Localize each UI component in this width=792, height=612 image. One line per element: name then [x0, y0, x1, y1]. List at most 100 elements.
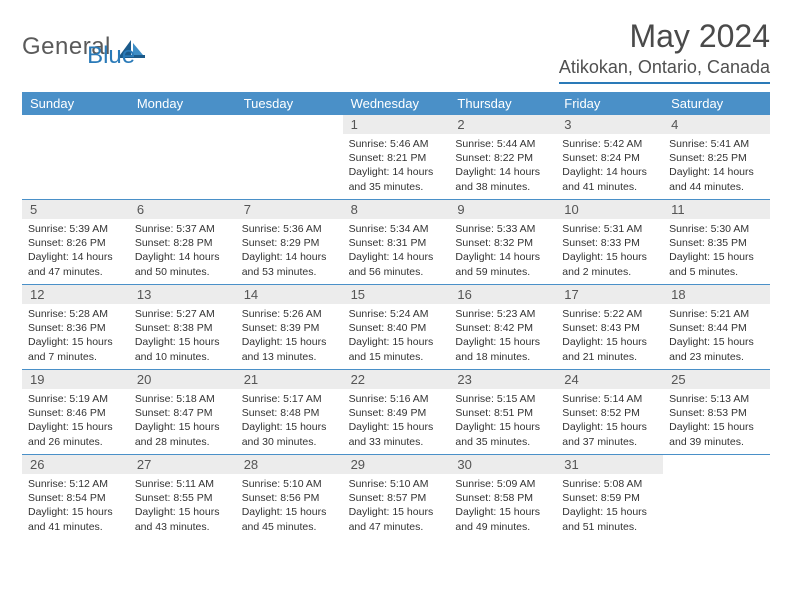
sunrise-text: Sunrise: 5:44 AM	[455, 137, 550, 151]
day-number: 1	[343, 115, 450, 134]
day-content: Sunrise: 5:41 AMSunset: 8:25 PMDaylight:…	[663, 134, 770, 197]
weekday-header: Monday	[129, 92, 236, 115]
day-cell: 22Sunrise: 5:16 AMSunset: 8:49 PMDayligh…	[343, 370, 450, 454]
day-content: Sunrise: 5:12 AMSunset: 8:54 PMDaylight:…	[22, 474, 129, 537]
day-number: 21	[236, 370, 343, 389]
day-content: Sunrise: 5:10 AMSunset: 8:56 PMDaylight:…	[236, 474, 343, 537]
sunset-text: Sunset: 8:31 PM	[349, 236, 444, 250]
day-content: Sunrise: 5:36 AMSunset: 8:29 PMDaylight:…	[236, 219, 343, 282]
sunrise-text: Sunrise: 5:41 AM	[669, 137, 764, 151]
weekday-header: Saturday	[663, 92, 770, 115]
sunset-text: Sunset: 8:33 PM	[562, 236, 657, 250]
day-cell	[236, 115, 343, 199]
daylight-text: Daylight: 15 hours and 33 minutes.	[349, 420, 444, 448]
sunset-text: Sunset: 8:43 PM	[562, 321, 657, 335]
daylight-text: Daylight: 14 hours and 56 minutes.	[349, 250, 444, 278]
daylight-text: Daylight: 14 hours and 44 minutes.	[669, 165, 764, 193]
sunrise-text: Sunrise: 5:16 AM	[349, 392, 444, 406]
day-number: 30	[449, 455, 556, 474]
day-number: 10	[556, 200, 663, 219]
sunset-text: Sunset: 8:38 PM	[135, 321, 230, 335]
daylight-text: Daylight: 15 hours and 18 minutes.	[455, 335, 550, 363]
daylight-text: Daylight: 15 hours and 13 minutes.	[242, 335, 337, 363]
day-cell: 28Sunrise: 5:10 AMSunset: 8:56 PMDayligh…	[236, 455, 343, 539]
day-content: Sunrise: 5:31 AMSunset: 8:33 PMDaylight:…	[556, 219, 663, 282]
weekday-header: Friday	[556, 92, 663, 115]
weekday-header: Wednesday	[343, 92, 450, 115]
location-subtitle: Atikokan, Ontario, Canada	[559, 57, 770, 84]
sunset-text: Sunset: 8:59 PM	[562, 491, 657, 505]
sunrise-text: Sunrise: 5:27 AM	[135, 307, 230, 321]
daylight-text: Daylight: 15 hours and 47 minutes.	[349, 505, 444, 533]
day-cell: 25Sunrise: 5:13 AMSunset: 8:53 PMDayligh…	[663, 370, 770, 454]
day-content: Sunrise: 5:23 AMSunset: 8:42 PMDaylight:…	[449, 304, 556, 367]
sunrise-text: Sunrise: 5:14 AM	[562, 392, 657, 406]
week-row: 19Sunrise: 5:19 AMSunset: 8:46 PMDayligh…	[22, 369, 770, 454]
sunrise-text: Sunrise: 5:10 AM	[242, 477, 337, 491]
day-cell: 21Sunrise: 5:17 AMSunset: 8:48 PMDayligh…	[236, 370, 343, 454]
day-number: 6	[129, 200, 236, 219]
day-cell	[129, 115, 236, 199]
sunrise-text: Sunrise: 5:28 AM	[28, 307, 123, 321]
day-content: Sunrise: 5:13 AMSunset: 8:53 PMDaylight:…	[663, 389, 770, 452]
day-cell: 11Sunrise: 5:30 AMSunset: 8:35 PMDayligh…	[663, 200, 770, 284]
daylight-text: Daylight: 15 hours and 49 minutes.	[455, 505, 550, 533]
sunset-text: Sunset: 8:44 PM	[669, 321, 764, 335]
day-content: Sunrise: 5:39 AMSunset: 8:26 PMDaylight:…	[22, 219, 129, 282]
day-content: Sunrise: 5:09 AMSunset: 8:58 PMDaylight:…	[449, 474, 556, 537]
weekday-header: Thursday	[449, 92, 556, 115]
weekday-header-row: Sunday Monday Tuesday Wednesday Thursday…	[22, 92, 770, 115]
day-cell: 17Sunrise: 5:22 AMSunset: 8:43 PMDayligh…	[556, 285, 663, 369]
daylight-text: Daylight: 15 hours and 30 minutes.	[242, 420, 337, 448]
day-content: Sunrise: 5:17 AMSunset: 8:48 PMDaylight:…	[236, 389, 343, 452]
sunset-text: Sunset: 8:40 PM	[349, 321, 444, 335]
sunset-text: Sunset: 8:57 PM	[349, 491, 444, 505]
day-content: Sunrise: 5:26 AMSunset: 8:39 PMDaylight:…	[236, 304, 343, 367]
day-number: 20	[129, 370, 236, 389]
day-content: Sunrise: 5:15 AMSunset: 8:51 PMDaylight:…	[449, 389, 556, 452]
sunset-text: Sunset: 8:56 PM	[242, 491, 337, 505]
day-cell: 23Sunrise: 5:15 AMSunset: 8:51 PMDayligh…	[449, 370, 556, 454]
sunrise-text: Sunrise: 5:39 AM	[28, 222, 123, 236]
daylight-text: Daylight: 15 hours and 15 minutes.	[349, 335, 444, 363]
day-number: 27	[129, 455, 236, 474]
day-cell: 16Sunrise: 5:23 AMSunset: 8:42 PMDayligh…	[449, 285, 556, 369]
header: General Blue May 2024 Atikokan, Ontario,…	[22, 18, 770, 84]
logo: General Blue	[22, 24, 135, 70]
daylight-text: Daylight: 15 hours and 35 minutes.	[455, 420, 550, 448]
day-number: 26	[22, 455, 129, 474]
sunset-text: Sunset: 8:21 PM	[349, 151, 444, 165]
day-content: Sunrise: 5:18 AMSunset: 8:47 PMDaylight:…	[129, 389, 236, 452]
sunset-text: Sunset: 8:58 PM	[455, 491, 550, 505]
sunrise-text: Sunrise: 5:10 AM	[349, 477, 444, 491]
day-number: 13	[129, 285, 236, 304]
sunset-text: Sunset: 8:49 PM	[349, 406, 444, 420]
daylight-text: Daylight: 14 hours and 47 minutes.	[28, 250, 123, 278]
sunset-text: Sunset: 8:42 PM	[455, 321, 550, 335]
sunset-text: Sunset: 8:32 PM	[455, 236, 550, 250]
day-cell: 2Sunrise: 5:44 AMSunset: 8:22 PMDaylight…	[449, 115, 556, 199]
sunrise-text: Sunrise: 5:21 AM	[669, 307, 764, 321]
sunset-text: Sunset: 8:26 PM	[28, 236, 123, 250]
day-number: 11	[663, 200, 770, 219]
sunset-text: Sunset: 8:53 PM	[669, 406, 764, 420]
sunset-text: Sunset: 8:48 PM	[242, 406, 337, 420]
day-content: Sunrise: 5:30 AMSunset: 8:35 PMDaylight:…	[663, 219, 770, 282]
sunrise-text: Sunrise: 5:09 AM	[455, 477, 550, 491]
daylight-text: Daylight: 15 hours and 2 minutes.	[562, 250, 657, 278]
day-cell: 3Sunrise: 5:42 AMSunset: 8:24 PMDaylight…	[556, 115, 663, 199]
sunset-text: Sunset: 8:25 PM	[669, 151, 764, 165]
day-cell: 18Sunrise: 5:21 AMSunset: 8:44 PMDayligh…	[663, 285, 770, 369]
sunset-text: Sunset: 8:29 PM	[242, 236, 337, 250]
day-number: 25	[663, 370, 770, 389]
sunset-text: Sunset: 8:24 PM	[562, 151, 657, 165]
day-content: Sunrise: 5:08 AMSunset: 8:59 PMDaylight:…	[556, 474, 663, 537]
day-content: Sunrise: 5:44 AMSunset: 8:22 PMDaylight:…	[449, 134, 556, 197]
day-cell: 27Sunrise: 5:11 AMSunset: 8:55 PMDayligh…	[129, 455, 236, 539]
day-number: 23	[449, 370, 556, 389]
daylight-text: Daylight: 15 hours and 7 minutes.	[28, 335, 123, 363]
day-cell: 30Sunrise: 5:09 AMSunset: 8:58 PMDayligh…	[449, 455, 556, 539]
sunset-text: Sunset: 8:35 PM	[669, 236, 764, 250]
sunrise-text: Sunrise: 5:18 AM	[135, 392, 230, 406]
day-content: Sunrise: 5:24 AMSunset: 8:40 PMDaylight:…	[343, 304, 450, 367]
